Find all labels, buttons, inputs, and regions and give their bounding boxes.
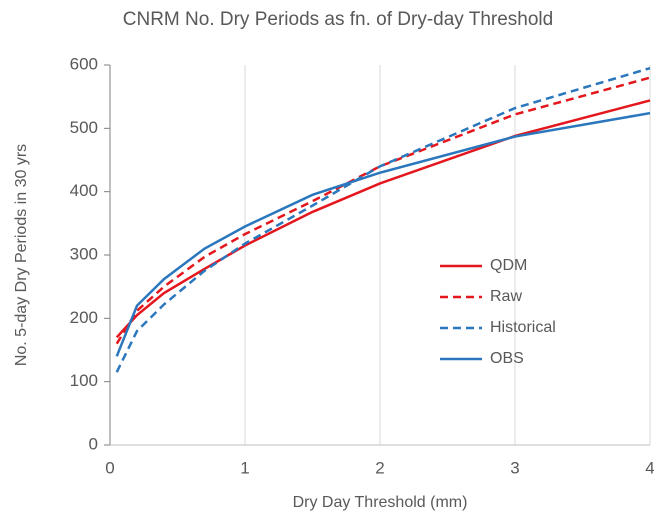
y-tick-label: 0	[89, 434, 98, 453]
x-tick-label: 0	[105, 458, 114, 477]
legend-label: OBS	[490, 350, 524, 367]
series-line	[115, 111, 651, 357]
x-tick-label: 1	[240, 458, 249, 477]
y-tick-label: 400	[70, 181, 98, 200]
series-line	[115, 76, 651, 345]
series-line	[115, 66, 651, 373]
legend-label: Raw	[490, 288, 522, 305]
x-axis-label: Dry Day Threshold (mm)	[293, 494, 468, 511]
series-line	[115, 99, 651, 339]
y-tick-label: 500	[70, 118, 98, 137]
y-tick-label: 200	[70, 308, 98, 327]
x-tick-label: 3	[510, 458, 519, 477]
y-axis-label: No. 5-day Dry Periods in 30 yrs	[13, 144, 30, 366]
y-tick-label: 100	[70, 371, 98, 390]
legend-label: Historical	[490, 319, 556, 336]
x-tick-label: 4	[645, 458, 654, 477]
y-tick-label: 300	[70, 244, 98, 263]
x-tick-label: 2	[375, 458, 384, 477]
legend-label: QDM	[490, 257, 527, 274]
y-tick-label: 600	[70, 54, 98, 73]
chart-title: CNRM No. Dry Periods as fn. of Dry-day T…	[123, 9, 553, 30]
